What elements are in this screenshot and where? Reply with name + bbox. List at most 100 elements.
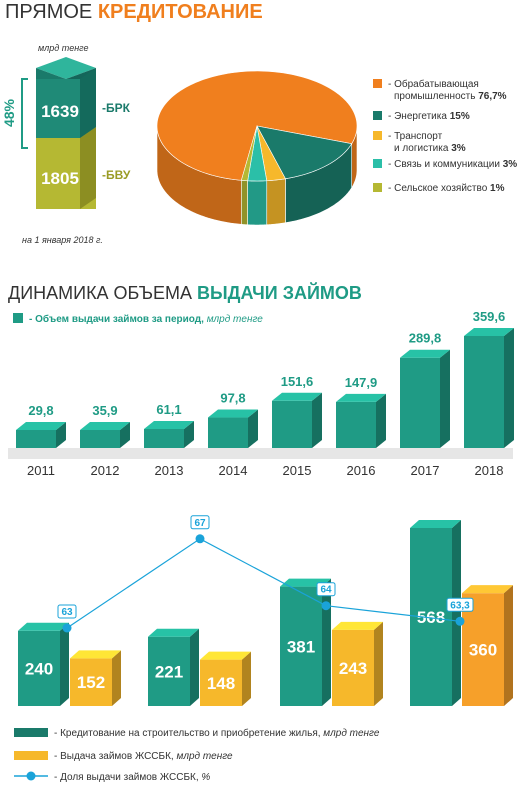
housing-bar-value-2: 381 — [287, 637, 315, 656]
loan-bar-year-2013: 2013 — [155, 463, 184, 478]
jssbk-bar-2 — [332, 621, 383, 706]
stack-top-label: -БРК — [102, 101, 131, 115]
stack-date-note: на 1 января 2018 г. — [22, 235, 103, 245]
share-point-3 — [455, 616, 465, 626]
percent-bracket — [21, 78, 28, 149]
housing-bar-value-0: 240 — [25, 659, 53, 678]
pie-slice-0 — [156, 70, 358, 181]
legend-item-share-text: - Доля выдачи займов ЖССБК, — [54, 772, 199, 783]
pie-slice-3 — [247, 125, 268, 182]
loan-bar-year-2012: 2012 — [91, 463, 120, 478]
jssbk-bar-0-face-1 — [112, 650, 121, 706]
legend-item-jssbk-text: - Выдача займов ЖССБК, — [54, 751, 174, 762]
loan-bar-2013-face-0 — [144, 428, 184, 448]
loan-bar-value-2014: 97,8 — [220, 391, 245, 406]
jssbk-bar-1-face-1 — [242, 651, 251, 706]
loan-bar-value-2016: 147,9 — [345, 375, 378, 390]
stack-top-value: 1639 — [41, 102, 79, 121]
loan-bar-2014-face-1 — [248, 409, 258, 448]
loan-bar-2012-face-0 — [80, 430, 120, 448]
share-label-2: 64 — [320, 585, 332, 596]
housing-bar-2-face-0 — [280, 586, 322, 706]
loan-bar-value-2011: 29,8 — [28, 403, 53, 418]
page-title-light: ПРЯМОЕ — [5, 1, 98, 23]
housing-bar-2 — [280, 578, 331, 706]
bottom-legend: - Кредитование на строительство и приобр… — [14, 727, 380, 783]
section2-title: ДИНАМИКА ОБЪЕМА ВЫДАЧИ ЗАЙМОВ — [8, 282, 362, 303]
housing-bar-3-face-1 — [452, 520, 461, 706]
loan-bar-2014-face-0 — [208, 417, 248, 448]
legend-swatch-jssbk — [14, 751, 48, 760]
loan-bar-2016-face-0 — [336, 401, 376, 448]
legend-item-housing-text: - Кредитование на строительство и приобр… — [54, 727, 321, 739]
bar-chart-floor — [8, 448, 513, 459]
loan-bar-2011 — [16, 422, 66, 448]
page-title-bold: КРЕДИТОВАНИЕ — [98, 1, 263, 23]
pie-legend-item-2-line2: и логистика 3% — [394, 143, 466, 154]
loan-bar-2016-face-1 — [376, 393, 386, 448]
loan-bar-2015-face-2 — [272, 392, 322, 401]
share-line — [66, 538, 461, 629]
loan-bar-2011-face-1 — [56, 422, 66, 448]
housing-bar-1-face-2 — [148, 628, 199, 637]
stack-bottom-value: 1805 — [41, 169, 79, 188]
loan-bar-value-2017: 289,8 — [409, 331, 442, 346]
loan-bar-year-2011: 2011 — [27, 463, 55, 478]
pie-wall-4 — [241, 179, 248, 226]
pie-chart — [156, 70, 358, 226]
jssbk-bar-value-3: 360 — [469, 641, 497, 660]
housing-bar-value-1: 221 — [155, 662, 183, 681]
jssbk-bar-value-2: 243 — [339, 659, 367, 678]
section2-title-light: ДИНАМИКА ОБЪЕМА — [8, 283, 197, 303]
jssbk-bar-value-0: 152 — [77, 673, 105, 692]
pie-legend-swatch-4 — [373, 183, 382, 192]
percent-label: 48% — [1, 98, 17, 127]
section2-legend-text: - Объем выдачи займов за период, — [29, 313, 204, 325]
pie-legend-swatch-3 — [373, 159, 382, 168]
jssbk-bar-1 — [200, 651, 251, 706]
loan-bar-2012 — [80, 422, 130, 448]
share-label-1: 67 — [194, 518, 206, 529]
jssbk-bar-2-face-0 — [332, 629, 374, 706]
loan-bar-2017-face-1 — [440, 349, 450, 448]
loan-bar-2017 — [400, 349, 450, 448]
jssbk-bar-1-face-2 — [200, 651, 251, 660]
loan-bar-2015 — [272, 392, 322, 448]
legend-item-share: - Доля выдачи займов ЖССБК, % — [54, 772, 210, 783]
jssbk-bar-0-face-0 — [70, 658, 112, 706]
legend-item-housing-unit: млрд тенге — [323, 728, 380, 739]
housing-bar-1-face-0 — [148, 636, 190, 706]
stack-bottom-label: -БВУ — [102, 168, 131, 182]
pie-legend-item-0: - Обрабатывающая — [388, 78, 479, 90]
housing-bar-1-face-1 — [190, 628, 199, 706]
share-point-2 — [321, 601, 331, 611]
pie-legend-item-1: - Энергетика 15% — [388, 111, 470, 122]
legend-swatch-housing — [14, 728, 48, 737]
housing-bar-0 — [18, 622, 69, 706]
section2-legend: - Объем выдачи займов за период, млрд те… — [29, 313, 263, 325]
loan-bar-year-2018: 2018 — [475, 463, 504, 478]
share-label-box-0 — [57, 604, 77, 619]
loan-bar-value-2018: 359,6 — [473, 309, 506, 324]
loan-bar-value-2013: 61,1 — [156, 402, 181, 417]
housing-bar-3-face-2 — [410, 520, 461, 528]
jssbk-bar-3-face-1 — [504, 585, 513, 706]
jssbk-bar-0-face-2 — [70, 650, 121, 659]
loan-bar-2011-face-0 — [16, 430, 56, 448]
loan-bar-2017-face-2 — [400, 349, 450, 358]
pie-wall-3 — [247, 180, 268, 226]
loan-bar-2018-face-2 — [464, 328, 514, 336]
stack-unit: млрд тенге — [38, 43, 89, 53]
pie-slice-2 — [256, 125, 286, 182]
pie-legend-item-3: - Связь и коммуникации 3% — [388, 159, 517, 170]
jssbk-bar-2-face-2 — [332, 621, 383, 630]
housing-bar-3 — [410, 520, 461, 706]
loan-bar-2018 — [464, 328, 514, 448]
jssbk-bar-2-face-1 — [374, 621, 383, 706]
legend-item-share-unit: % — [201, 772, 210, 783]
housing-bar-3-face-0 — [410, 528, 452, 706]
pie-slice-1 — [256, 125, 353, 180]
section2-legend-unit: млрд тенге — [207, 314, 264, 325]
